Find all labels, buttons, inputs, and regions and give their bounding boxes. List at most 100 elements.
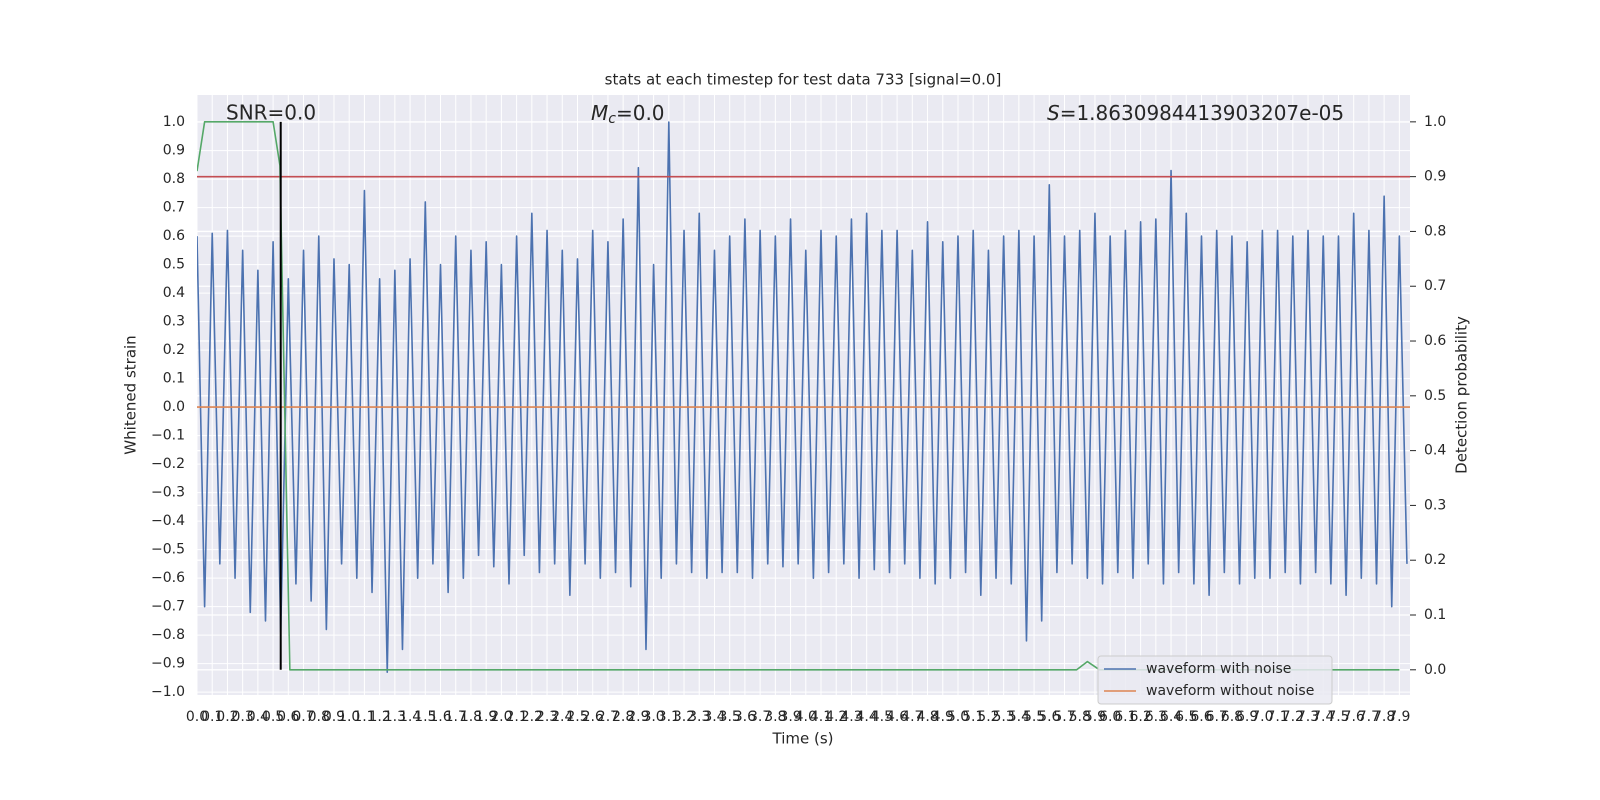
- x-tick-label: 5.2: [977, 709, 999, 725]
- x-tick-label: 0.2: [216, 709, 238, 725]
- x-tick-label: 4.4: [856, 709, 878, 725]
- x-tick-label: 6.2: [1129, 709, 1151, 725]
- x-tick-label: 0.0: [186, 709, 208, 725]
- y-axis-label: Whitened strain: [122, 335, 140, 454]
- y-tick-label: −0.7: [151, 599, 185, 615]
- x-tick-label: 3.2: [673, 709, 695, 725]
- x-tick-label: 7.2: [1282, 709, 1304, 725]
- y2-axis-label: Detection probability: [1453, 316, 1471, 474]
- x-tick-label: 6.0: [1099, 709, 1121, 725]
- x-tick-label: 2.6: [582, 709, 604, 725]
- x-tick-label: 1.4: [399, 709, 421, 725]
- x-tick-label: 4.7: [901, 709, 923, 725]
- x-tick-label: 3.1: [658, 709, 680, 725]
- grid: [196, 95, 1410, 695]
- y-tick-label: 0.3: [163, 314, 185, 330]
- x-tick-label: 7.1: [1266, 709, 1288, 725]
- x-tick-label: 2.7: [597, 709, 619, 725]
- x-tick-label: 5.0: [947, 709, 969, 725]
- y-tick-label: −0.9: [151, 656, 185, 672]
- x-tick-label: 1.7: [445, 709, 467, 725]
- x-tick-label: 7.5: [1327, 709, 1349, 725]
- y2-tick-label: 0.9: [1424, 169, 1446, 185]
- x-tick-label: 2.8: [612, 709, 634, 725]
- x-tick-label: 1.2: [369, 709, 391, 725]
- x-tick-label: 4.6: [886, 709, 908, 725]
- x-tick-label: 0.4: [247, 709, 269, 725]
- x-tick-label: 7.7: [1358, 709, 1380, 725]
- x-tick-label: 6.7: [1206, 709, 1228, 725]
- x-tick-label: 3.8: [764, 709, 786, 725]
- annotation-text: =0.0: [616, 101, 665, 125]
- x-tick-label: 5.3: [993, 709, 1015, 725]
- y2-tick-label: 0.3: [1424, 497, 1446, 513]
- x-tick-label: 3.3: [688, 709, 710, 725]
- x-tick-label: 3.9: [779, 709, 801, 725]
- x-tick-label: 4.1: [810, 709, 832, 725]
- y-tick-label: −0.2: [151, 456, 185, 472]
- x-tick-label: 1.0: [338, 709, 360, 725]
- y-tick-label: 0.7: [163, 200, 185, 216]
- y2-tick-label: 1.0: [1424, 114, 1446, 130]
- y-tick-label: 0.2: [163, 342, 185, 358]
- x-tick-label: 4.0: [795, 709, 817, 725]
- annotation-subscript: c: [608, 111, 616, 127]
- legend-label: waveform with noise: [1146, 661, 1291, 677]
- x-tick-label: 0.8: [308, 709, 330, 725]
- y-tick-label: −0.5: [151, 542, 185, 558]
- x-tick-label: 4.3: [840, 709, 862, 725]
- chart-title: stats at each timestep for test data 733…: [605, 71, 1002, 89]
- y2-tick-label: 0.5: [1424, 388, 1446, 404]
- x-tick-label: 5.7: [1053, 709, 1075, 725]
- x-tick-label: 0.7: [292, 709, 314, 725]
- x-tick-label: 6.8: [1221, 709, 1243, 725]
- y-tick-label: 0.9: [163, 143, 185, 159]
- y-tick-label: −0.1: [151, 428, 185, 444]
- x-tick-label: 5.8: [1069, 709, 1091, 725]
- x-tick-label: 6.1: [1114, 709, 1136, 725]
- y-tick-label: 0.5: [163, 257, 185, 273]
- x-tick-label: 6.5: [1175, 709, 1197, 725]
- x-tick-label: 0.5: [262, 709, 284, 725]
- y-tick-label: −1.0: [151, 684, 185, 700]
- y2-tick-label: 0.1: [1424, 607, 1446, 623]
- x-tick-label: 1.3: [384, 709, 406, 725]
- x-tick-label: 2.4: [551, 709, 573, 725]
- x-tick-label: 2.5: [566, 709, 588, 725]
- x-tick-label: 2.3: [536, 709, 558, 725]
- annotation: SNR=0.0: [226, 101, 316, 125]
- x-tick-label: 5.5: [1023, 709, 1045, 725]
- y2-tick-label: 0.7: [1424, 278, 1446, 294]
- x-tick-label: 7.3: [1297, 709, 1319, 725]
- x-tick-label: 0.1: [201, 709, 223, 725]
- x-tick-label: 7.0: [1251, 709, 1273, 725]
- x-tick-label: 2.9: [627, 709, 649, 725]
- series-line: [197, 121, 1400, 671]
- x-tick-label: 0.3: [232, 709, 254, 725]
- y2-tick-label: 0.6: [1424, 333, 1446, 349]
- y2-tick-label: 0.0: [1424, 662, 1446, 678]
- y-tick-label: 0.1: [163, 371, 185, 387]
- x-tick-label: 6.4: [1160, 709, 1182, 725]
- x-tick-label: 6.6: [1190, 709, 1212, 725]
- x-tick-label: 5.1: [962, 709, 984, 725]
- y2-tick-label: 0.2: [1424, 552, 1446, 568]
- annotation-text: =1.8630984413903207e-05: [1060, 101, 1344, 125]
- x-tick-label: 0.6: [277, 709, 299, 725]
- x-tick-label: 5.9: [1084, 709, 1106, 725]
- y-tick-label: −0.4: [151, 513, 185, 529]
- y2-tick-label: 0.8: [1424, 223, 1446, 239]
- x-tick-label: 3.4: [703, 709, 725, 725]
- x-tick-label: 2.0: [490, 709, 512, 725]
- x-tick-label: 3.5: [719, 709, 741, 725]
- x-tick-label: 7.8: [1373, 709, 1395, 725]
- x-tick-label: 6.3: [1145, 709, 1167, 725]
- x-tick-label: 5.4: [1008, 709, 1030, 725]
- ticks: 0.00.10.20.30.40.50.60.70.80.91.01.11.21…: [151, 114, 1446, 725]
- x-tick-label: 0.9: [323, 709, 345, 725]
- legend: waveform with noise waveform without nois…: [1097, 655, 1333, 705]
- x-tick-label: 4.9: [932, 709, 954, 725]
- x-tick-label: 2.1: [505, 709, 527, 725]
- y2-tick-label: 0.4: [1424, 443, 1446, 459]
